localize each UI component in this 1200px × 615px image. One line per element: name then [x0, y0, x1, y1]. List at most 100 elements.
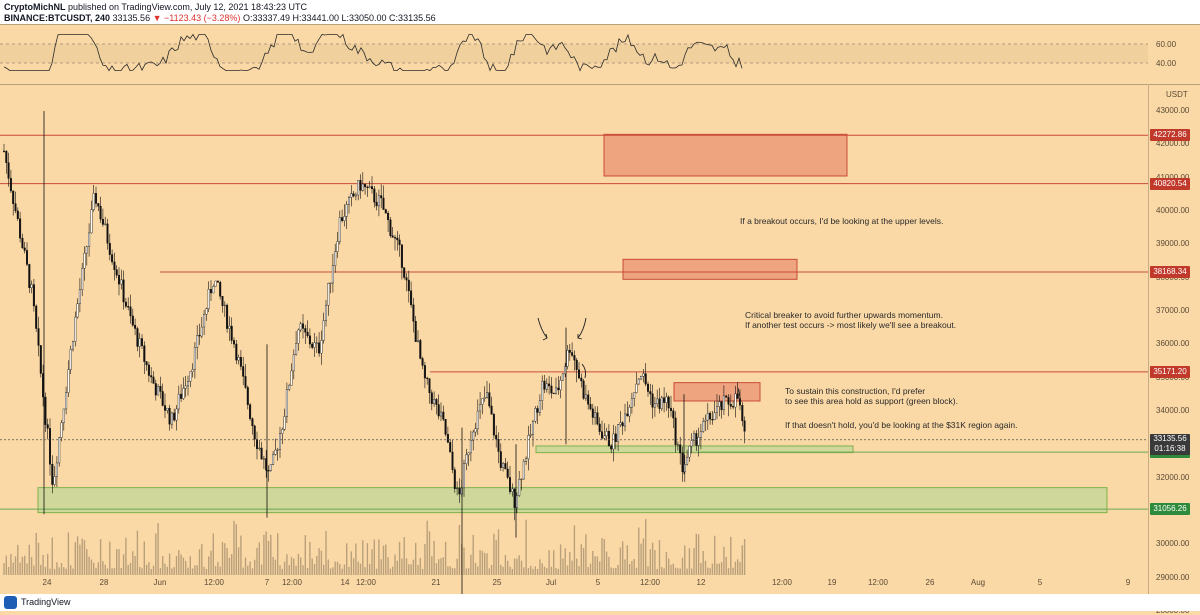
volume-bar: [104, 564, 106, 575]
price-tick: 29000.00: [1156, 572, 1190, 582]
candle-body: [315, 342, 318, 344]
volume-bar: [150, 568, 152, 575]
symbol-name[interactable]: BINANCE:BTCUSDT, 240: [4, 13, 111, 23]
volume-bar: [187, 567, 189, 575]
candle-body: [419, 340, 422, 359]
volume-bar: [557, 568, 559, 575]
volume-bar: [201, 543, 203, 575]
volume-bar: [237, 547, 240, 575]
candle-body: [552, 392, 555, 395]
candle-body: [191, 369, 194, 372]
volume-bar: [474, 562, 477, 575]
volume-bar: [309, 541, 311, 575]
volume-bar: [695, 533, 697, 575]
volume-bar: [532, 568, 534, 575]
price-level-badge: 38168.34: [1150, 266, 1190, 279]
volume-bar: [3, 563, 5, 575]
volume-bar: [472, 534, 474, 575]
volume-bar: [7, 566, 10, 575]
candle-body: [598, 423, 601, 432]
candle-body: [5, 150, 8, 163]
candle-body: [727, 397, 730, 405]
volume-bar: [49, 568, 51, 575]
volume-bar: [219, 566, 221, 575]
volume-bar: [426, 520, 428, 575]
candle-body: [571, 352, 574, 356]
volume-bar: [185, 560, 187, 575]
candle-body: [345, 204, 348, 217]
tradingview-logo-icon[interactable]: [4, 596, 17, 609]
volume-bar: [490, 564, 493, 575]
candle-body: [276, 449, 279, 451]
candle-body: [14, 203, 17, 212]
candle-body: [529, 434, 532, 436]
resistance-zone[interactable]: [603, 133, 848, 177]
volume-bar: [196, 565, 198, 575]
volume-bar: [502, 566, 504, 575]
candle-body: [672, 410, 675, 419]
candle-body: [221, 296, 224, 306]
tradingview-brand[interactable]: TradingView: [21, 597, 71, 607]
candle-body: [394, 237, 397, 239]
candle-body: [647, 383, 650, 392]
candle-body: [46, 424, 49, 429]
volume-bar: [467, 568, 470, 575]
candle-body: [173, 412, 176, 421]
volume-bar: [640, 543, 642, 575]
volume-bar: [442, 557, 444, 575]
volume-bar: [162, 556, 164, 575]
arrowhead-icon: [577, 334, 583, 340]
candle-body: [175, 408, 178, 421]
candle-body: [200, 326, 203, 337]
candle-body: [479, 404, 482, 412]
last-price: 33135.56: [112, 13, 151, 23]
volume-bar: [707, 567, 709, 575]
volume-bar: [576, 558, 578, 575]
candle-body: [39, 345, 42, 374]
volume-bar: [716, 563, 718, 575]
candle-body: [44, 396, 47, 425]
volume-bar: [283, 561, 286, 575]
resistance-zone[interactable]: [622, 258, 798, 280]
volume-bar: [58, 567, 60, 575]
support-zone[interactable]: [37, 487, 1108, 514]
candle-body: [368, 186, 371, 188]
volume-bar: [479, 550, 481, 575]
candle-body: [453, 469, 456, 489]
candle-body: [594, 412, 597, 418]
candle-body: [209, 289, 212, 294]
volume-bar: [270, 534, 272, 575]
volume-bar: [536, 568, 539, 575]
down-arrow-icon: ▼: [152, 13, 162, 23]
candle-body: [644, 373, 647, 385]
candle-body: [612, 433, 615, 450]
time-tick: Jul: [545, 578, 557, 587]
volume-bar: [516, 558, 518, 575]
volume-bar: [645, 519, 647, 575]
candle-body: [414, 320, 417, 343]
time-tick: Jun: [153, 578, 167, 587]
volume-bar: [375, 568, 378, 575]
volume-bar: [37, 542, 40, 575]
candle-body: [69, 348, 72, 370]
candle-body: [541, 380, 544, 401]
volume-bar: [217, 561, 219, 575]
candle-body: [410, 290, 413, 306]
volume-bar: [242, 567, 244, 575]
volume-bar: [272, 556, 274, 575]
candle-body: [106, 223, 109, 244]
candle-body: [722, 395, 725, 411]
volume-bar: [336, 561, 339, 575]
candle-body: [99, 205, 102, 220]
candle-body: [651, 393, 654, 408]
rsi-band: [0, 44, 1148, 63]
volume-bar: [72, 568, 74, 575]
candle-body: [658, 398, 661, 409]
support-zone[interactable]: [535, 445, 854, 454]
price-tick: 32000.00: [1156, 472, 1190, 482]
time-tick: 21: [431, 578, 441, 587]
time-tick: 25: [492, 578, 502, 587]
publisher-name[interactable]: CryptoMichNL: [4, 2, 66, 12]
rsi-pane: [0, 33, 1148, 72]
